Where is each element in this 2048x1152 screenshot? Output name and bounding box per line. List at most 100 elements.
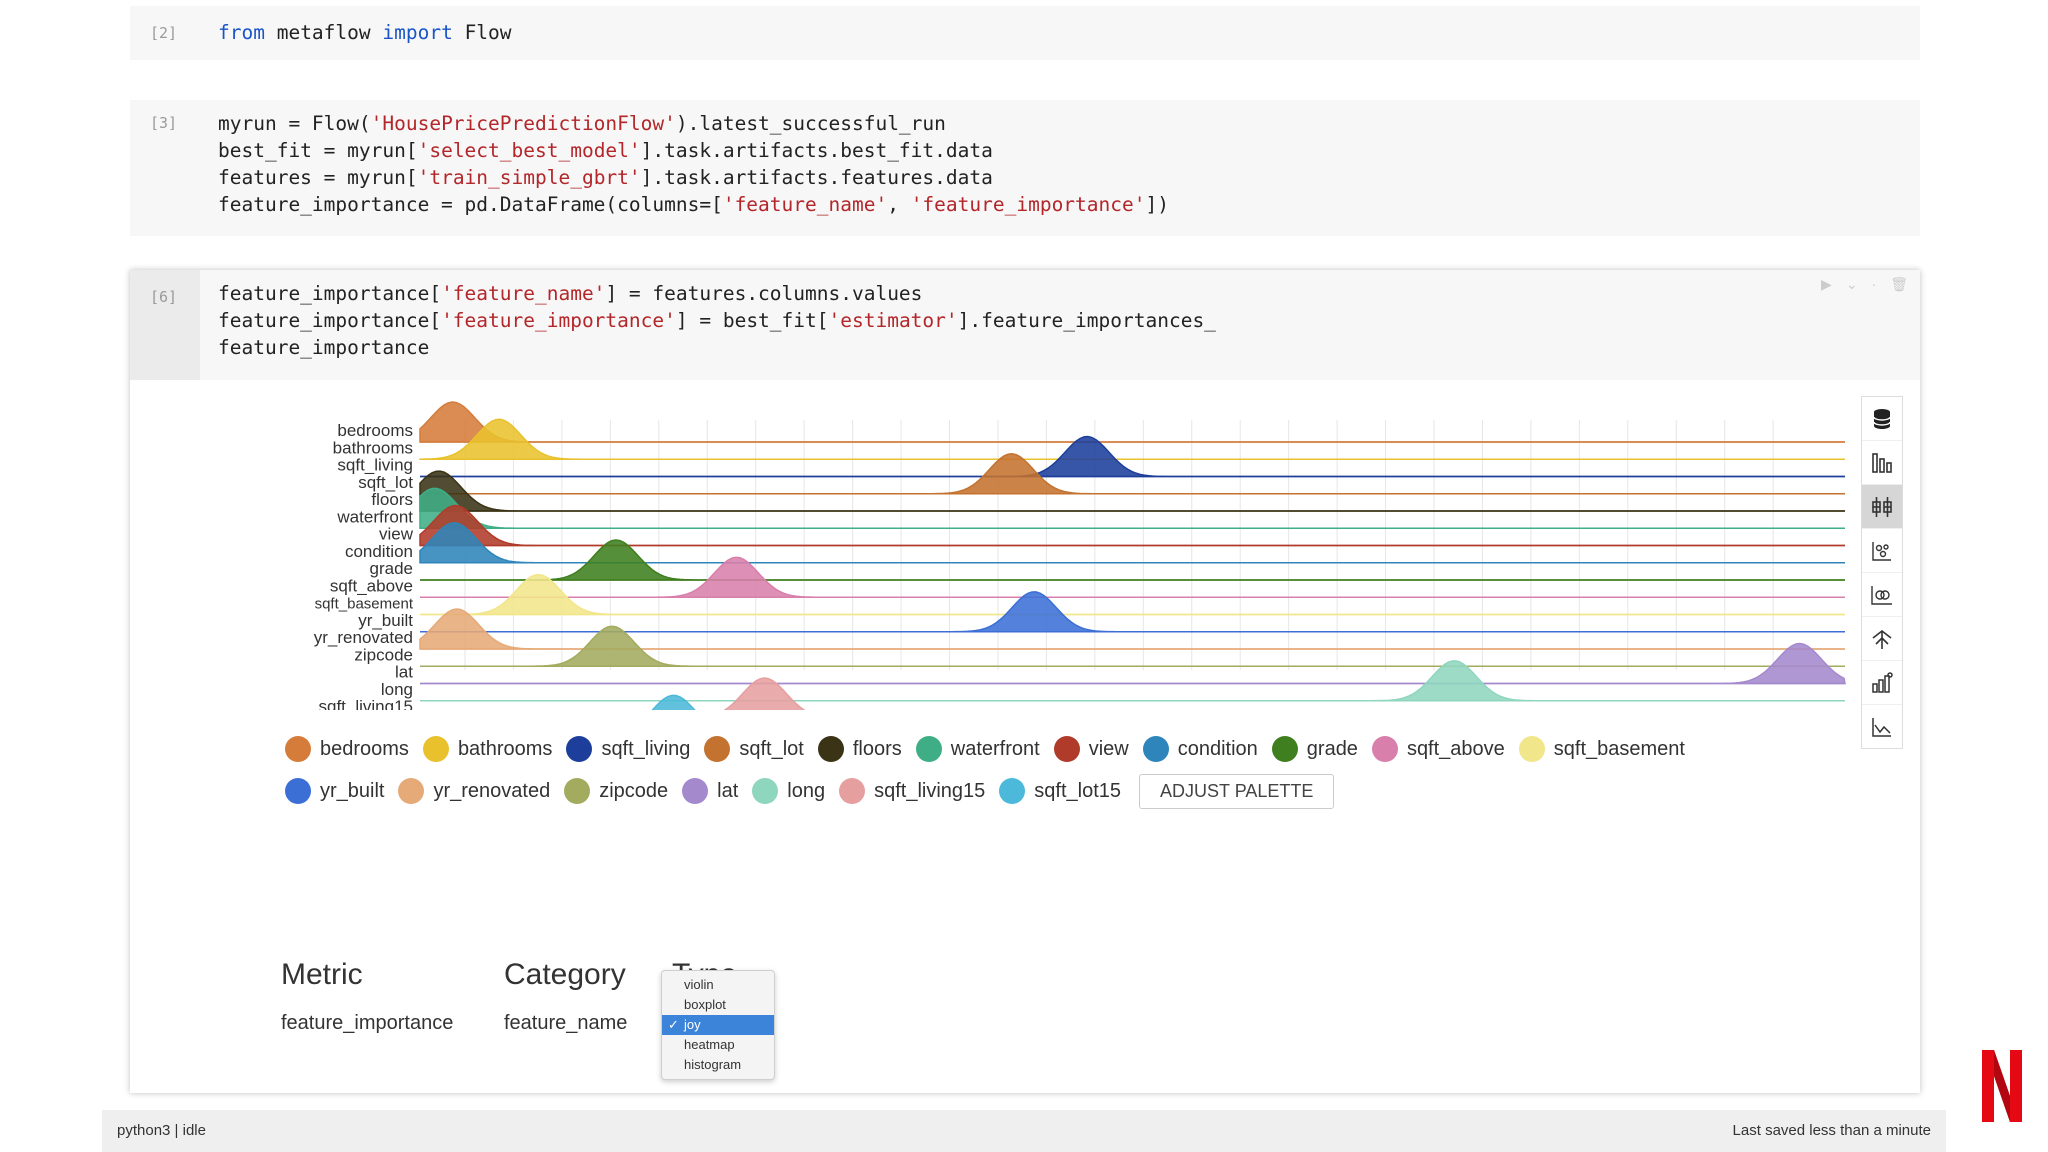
code-editor[interactable]: from metaflow import Flow <box>218 19 512 46</box>
category-value[interactable]: feature_name <box>504 1012 628 1034</box>
more-icon[interactable]: · <box>1871 276 1877 292</box>
y-label: sqft_living <box>337 456 413 475</box>
tree-icon[interactable] <box>1862 617 1902 661</box>
density-curve-bathrooms <box>419 418 1845 460</box>
type-option-joy[interactable]: ✓ joy <box>662 1015 774 1035</box>
code-line[interactable]: from metaflow import Flow <box>218 19 512 46</box>
type-option-label: joy <box>684 1017 701 1032</box>
legend-label: sqft_lot15 <box>1034 779 1122 802</box>
legend-swatch <box>1053 736 1080 762</box>
type-option-histogram[interactable]: histogram <box>662 1055 774 1075</box>
code-line[interactable]: myrun = Flow('HousePricePredictionFlow')… <box>218 110 1169 137</box>
x-tick-label: 0.1 <box>1617 709 1639 710</box>
venn-icon[interactable] <box>1862 573 1902 617</box>
y-label: sqft_above <box>330 576 413 595</box>
legend-label: lat <box>717 779 739 802</box>
bar-chart-icon[interactable] <box>1862 441 1902 485</box>
x-tick-label: 0 <box>703 709 712 710</box>
code-line[interactable]: feature_importance['feature_importance']… <box>218 307 1216 334</box>
code-text: ] = best_fit[ <box>675 309 829 332</box>
legend-row: bedrooms bathrooms sqft_living sqft_lot floo… <box>285 728 1885 770</box>
type-option-violin[interactable]: violin <box>662 975 774 995</box>
code-text: myrun = Flow( <box>218 112 371 135</box>
legend-item-floors[interactable]: floors <box>817 736 902 762</box>
legend-label: sqft_living <box>601 737 691 760</box>
code-text: ].task.artifacts.features.data <box>640 166 993 189</box>
legend-label: bedrooms <box>320 737 409 760</box>
cell-input-area[interactable]: [6] feature_importance['feature_name'] =… <box>130 270 1920 380</box>
cell-toolbar: ▶ ⌄ · 🗑 <box>1821 276 1908 293</box>
legend-item-sqft_living[interactable]: sqft_living <box>566 736 690 762</box>
joy-plot-icon[interactable] <box>1862 485 1902 529</box>
check-icon: ✓ <box>668 1017 679 1032</box>
metric-value[interactable]: feature_importance <box>281 1012 454 1034</box>
chevron-down-icon[interactable]: ⌄ <box>1845 276 1858 292</box>
legend-swatch <box>285 778 311 804</box>
legend-item-sqft_lot[interactable]: sqft_lot <box>704 736 804 762</box>
code-line[interactable]: feature_importance['feature_name'] = fea… <box>218 280 1216 307</box>
x-tick-label: 0.1 <box>938 709 960 710</box>
legend-item-waterfront[interactable]: waterfront <box>915 736 1040 762</box>
code-text: metaflow <box>264 21 383 44</box>
chart-legend: bedrooms bathrooms sqft_living sqft_lot floo… <box>285 728 1885 812</box>
code-cell-6[interactable]: [6] feature_importance['feature_name'] =… <box>130 270 1920 1093</box>
code-cell-2[interactable]: [2] from metaflow import Flow <box>130 6 1920 60</box>
code-string: 'train_simple_gbrt' <box>417 166 641 189</box>
code-editor[interactable]: feature_importance['feature_name'] = fea… <box>218 280 1216 361</box>
legend-item-yr_built[interactable]: yr_built <box>285 778 384 804</box>
legend-item-view[interactable]: view <box>1053 736 1129 762</box>
code-cell-3[interactable]: [3] myrun = Flow('HousePricePredictionFl… <box>130 100 1920 236</box>
legend-swatch <box>817 736 844 762</box>
legend-item-sqft_above[interactable]: sqft_above <box>1371 736 1505 762</box>
code-line[interactable]: features = myrun['train_simple_gbrt'].ta… <box>218 164 1169 191</box>
legend-swatch <box>1371 736 1398 762</box>
chart-type-toolbar <box>1861 396 1903 749</box>
run-icon[interactable]: ▶ <box>1821 276 1832 292</box>
y-label: grade <box>370 559 413 578</box>
legend-label: zipcode <box>599 779 669 802</box>
line-chart-icon[interactable] <box>1862 705 1902 748</box>
y-label: lat <box>395 663 413 682</box>
legend-swatch <box>839 778 866 804</box>
adjust-palette-button[interactable]: ADJUST PALETTE <box>1139 773 1335 809</box>
x-tick-label: 0.1 <box>1568 709 1590 710</box>
legend-item-long[interactable]: long <box>752 778 825 804</box>
type-option-label: heatmap <box>684 1037 735 1052</box>
database-icon[interactable] <box>1862 397 1902 441</box>
cell-prompt: [3] <box>150 114 178 132</box>
x-tick-label: 0.2 <box>1762 709 1784 710</box>
legend-label: yr_renovated <box>433 779 551 802</box>
legend-item-zipcode[interactable]: zipcode <box>564 778 668 804</box>
code-text: , <box>887 193 911 216</box>
x-tick-label: 0 <box>654 709 663 710</box>
legend-item-grade[interactable]: grade <box>1271 736 1358 762</box>
legend-item-sqft_lot15[interactable]: sqft_lot15 <box>999 778 1121 804</box>
legend-item-yr_renovated[interactable]: yr_renovated <box>398 778 550 804</box>
code-line[interactable]: best_fit = myrun['select_best_model'].ta… <box>218 137 1169 164</box>
scatter-icon[interactable] <box>1862 529 1902 573</box>
legend-item-sqft_basement[interactable]: sqft_basement <box>1518 736 1685 762</box>
legend-item-bedrooms[interactable]: bedrooms <box>285 736 409 762</box>
code-line[interactable]: feature_importance <box>218 334 1216 361</box>
code-editor[interactable]: myrun = Flow('HousePricePredictionFlow')… <box>218 110 1169 218</box>
histogram-icon[interactable] <box>1862 661 1902 705</box>
legend-label: sqft_basement <box>1553 737 1685 760</box>
x-tick-label: 0.1 <box>1181 709 1203 710</box>
code-string: 'feature_name' <box>441 282 606 305</box>
joy-plot-chart[interactable]: bedroomsbathroomssqft_livingsqft_lotfloo… <box>130 380 1920 710</box>
density-curve-bedrooms <box>419 401 1845 443</box>
type-option-heatmap[interactable]: heatmap <box>662 1035 774 1055</box>
code-text: best_fit = myrun[ <box>218 139 418 162</box>
x-tick-label: 0.1 <box>1035 709 1057 710</box>
legend-item-sqft_living15[interactable]: sqft_living15 <box>839 778 985 804</box>
legend-label: condition <box>1177 737 1258 760</box>
code-line[interactable]: feature_importance = pd.DataFrame(column… <box>218 191 1169 218</box>
legend-item-lat[interactable]: lat <box>682 778 738 804</box>
trash-icon[interactable]: 🗑 <box>1890 276 1908 292</box>
legend-label: yr_built <box>320 779 385 802</box>
type-dropdown-menu[interactable]: violin boxplot ✓ joy heatmap histogram <box>661 970 775 1080</box>
legend-item-condition[interactable]: condition <box>1142 736 1258 762</box>
legend-item-bathrooms[interactable]: bathrooms <box>422 736 553 762</box>
legend-label: bathrooms <box>457 737 553 760</box>
type-option-boxplot[interactable]: boxplot <box>662 995 774 1015</box>
